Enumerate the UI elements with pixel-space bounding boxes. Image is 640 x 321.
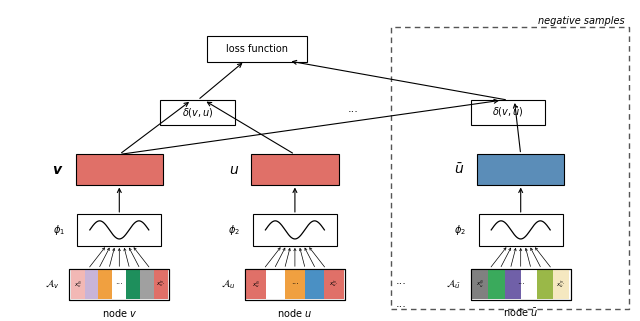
Text: node $\bar{u}$: node $\bar{u}$ bbox=[503, 307, 538, 319]
Bar bbox=[70, 269, 84, 299]
Bar bbox=[140, 269, 154, 299]
Text: $\mathcal{A}_v$: $\mathcal{A}_v$ bbox=[45, 277, 60, 291]
Text: $\bar{u}$: $\bar{u}$ bbox=[454, 162, 465, 177]
FancyBboxPatch shape bbox=[253, 214, 337, 246]
Text: node $u$: node $u$ bbox=[277, 307, 312, 319]
FancyBboxPatch shape bbox=[207, 36, 307, 62]
Text: $\phi_1$: $\phi_1$ bbox=[52, 223, 65, 237]
Text: $x_{\bar{u}}^{i_0}$: $x_{\bar{u}}^{i_0}$ bbox=[476, 279, 484, 290]
FancyBboxPatch shape bbox=[471, 100, 545, 125]
Text: $u$: $u$ bbox=[228, 162, 239, 177]
FancyBboxPatch shape bbox=[76, 154, 163, 185]
FancyBboxPatch shape bbox=[252, 154, 339, 185]
Bar bbox=[305, 269, 324, 299]
Text: $x_{\bar{u}}^{i_{n_1}}$: $x_{\bar{u}}^{i_{n_1}}$ bbox=[556, 278, 566, 290]
Bar bbox=[246, 269, 266, 299]
Text: loss function: loss function bbox=[227, 44, 288, 54]
Text: $\delta(v, \bar{u})$: $\delta(v, \bar{u})$ bbox=[492, 106, 524, 119]
Bar bbox=[504, 269, 521, 299]
Text: node $v$: node $v$ bbox=[102, 307, 137, 319]
Bar bbox=[472, 269, 488, 299]
Text: $\boldsymbol{v}$: $\boldsymbol{v}$ bbox=[52, 162, 63, 177]
Text: ···: ··· bbox=[291, 280, 299, 289]
Text: $\mathcal{A}_u$: $\mathcal{A}_u$ bbox=[221, 277, 235, 291]
FancyBboxPatch shape bbox=[471, 269, 571, 300]
Text: ···: ··· bbox=[396, 302, 407, 312]
Text: ···: ··· bbox=[516, 280, 525, 289]
Text: $x_v^{i_{n_0}}$: $x_v^{i_{n_0}}$ bbox=[156, 279, 166, 290]
Bar bbox=[154, 269, 168, 299]
Bar bbox=[99, 269, 113, 299]
FancyBboxPatch shape bbox=[479, 214, 563, 246]
Text: ···: ··· bbox=[348, 107, 358, 117]
Text: $\delta(v, u)$: $\delta(v, u)$ bbox=[182, 106, 214, 119]
Text: ···: ··· bbox=[115, 280, 124, 289]
Text: $x_u^{i_{n_1}}$: $x_u^{i_{n_1}}$ bbox=[329, 279, 339, 290]
Text: ···: ··· bbox=[396, 279, 407, 289]
FancyBboxPatch shape bbox=[77, 214, 161, 246]
Bar bbox=[553, 269, 570, 299]
FancyBboxPatch shape bbox=[245, 269, 345, 300]
Bar bbox=[113, 269, 126, 299]
Bar bbox=[537, 269, 553, 299]
Bar bbox=[521, 269, 537, 299]
Text: $x_u^{i_0}$: $x_u^{i_0}$ bbox=[252, 279, 260, 290]
Bar bbox=[126, 269, 140, 299]
FancyBboxPatch shape bbox=[161, 100, 235, 125]
Bar bbox=[324, 269, 344, 299]
Bar bbox=[84, 269, 99, 299]
Text: $\phi_2$: $\phi_2$ bbox=[454, 223, 466, 237]
Text: $\mathcal{A}_{\bar{u}}$: $\mathcal{A}_{\bar{u}}$ bbox=[446, 277, 461, 291]
Bar bbox=[266, 269, 285, 299]
FancyBboxPatch shape bbox=[69, 269, 169, 300]
Text: $\phi_2$: $\phi_2$ bbox=[228, 223, 241, 237]
Bar bbox=[488, 269, 504, 299]
Text: negative samples: negative samples bbox=[538, 16, 624, 26]
FancyBboxPatch shape bbox=[477, 154, 564, 185]
Bar bbox=[285, 269, 305, 299]
Text: $x_v^{i_0}$: $x_v^{i_0}$ bbox=[74, 279, 82, 290]
